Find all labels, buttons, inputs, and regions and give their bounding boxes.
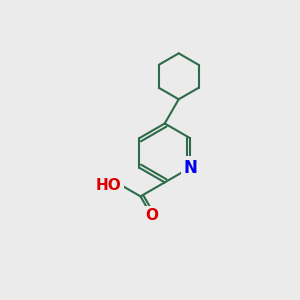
Text: O: O (145, 208, 158, 223)
Text: N: N (183, 159, 197, 177)
Text: HO: HO (96, 178, 122, 193)
